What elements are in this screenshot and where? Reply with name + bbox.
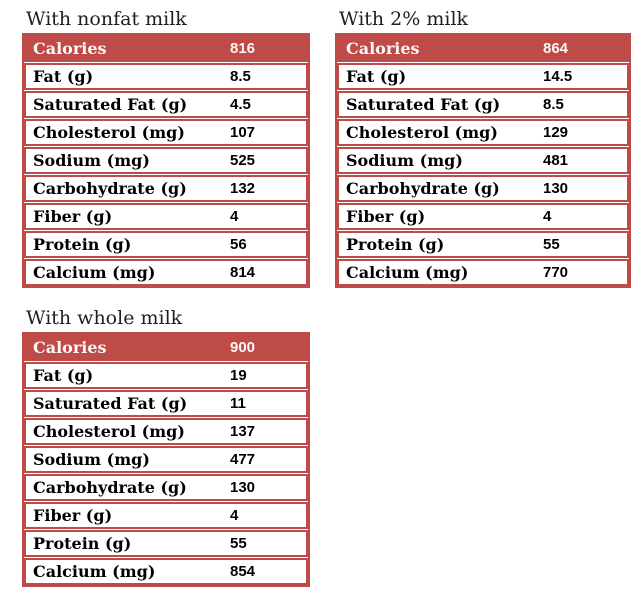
row-value: 14.5 xyxy=(543,68,573,85)
table-row: Carbohydrate (g) 130 xyxy=(24,474,308,501)
row-label: Sodium (mg) xyxy=(33,450,150,469)
row-label: Carbohydrate (g) xyxy=(33,179,187,198)
header-label: Calories xyxy=(346,39,420,58)
table-row: Calcium (mg) 770 xyxy=(337,259,629,286)
table-header-row: Calories 816 xyxy=(24,35,308,62)
table-row: Calcium (mg) 854 xyxy=(24,558,308,585)
row-value: 4 xyxy=(543,208,552,225)
row-value: 481 xyxy=(543,152,569,169)
row-value: 56 xyxy=(230,236,247,253)
table-row: Saturated Fat (g) 11 xyxy=(24,390,308,417)
table-title: With nonfat milk xyxy=(26,8,187,30)
row-label: Carbohydrate (g) xyxy=(346,179,500,198)
row-label: Protein (g) xyxy=(33,235,132,254)
table-header-row: Calories 864 xyxy=(337,35,629,62)
table-header-row: Calories 900 xyxy=(24,334,308,361)
row-value: 770 xyxy=(543,264,569,281)
table-row: Fiber (g) 4 xyxy=(24,502,308,529)
row-value: 55 xyxy=(543,236,560,253)
table-row: Sodium (mg) 525 xyxy=(24,147,308,174)
row-label: Protein (g) xyxy=(346,235,445,254)
nutrition-table: Calories 900 Fat (g) 19 Saturated Fat (g… xyxy=(22,332,310,587)
row-value: 4 xyxy=(230,208,239,225)
header-value: 864 xyxy=(543,40,569,57)
row-value: 11 xyxy=(230,395,246,412)
row-label: Carbohydrate (g) xyxy=(33,478,187,497)
row-label: Fat (g) xyxy=(33,67,94,86)
row-value: 130 xyxy=(230,479,256,496)
table-row: Carbohydrate (g) 132 xyxy=(24,175,308,202)
nutrition-table: Calories 816 Fat (g) 8.5 Saturated Fat (… xyxy=(22,33,310,288)
row-label: Fat (g) xyxy=(346,67,407,86)
row-label: Fat (g) xyxy=(33,366,94,385)
row-label: Cholesterol (mg) xyxy=(33,422,185,441)
table-row: Calcium (mg) 814 xyxy=(24,259,308,286)
row-label: Calcium (mg) xyxy=(346,263,469,282)
row-value: 814 xyxy=(230,264,256,281)
table-row: Cholesterol (mg) 107 xyxy=(24,119,308,146)
table-title: With 2% milk xyxy=(339,8,469,30)
nutrition-table: Calories 864 Fat (g) 14.5 Saturated Fat … xyxy=(335,33,631,288)
table-row: Sodium (mg) 481 xyxy=(337,147,629,174)
row-label: Sodium (mg) xyxy=(346,151,463,170)
row-label: Cholesterol (mg) xyxy=(33,123,185,142)
table-row: Fat (g) 19 xyxy=(24,362,308,389)
row-label: Cholesterol (mg) xyxy=(346,123,498,142)
row-value: 137 xyxy=(230,423,256,440)
nutrition-block-2-percent-milk: With 2% milk Calories 864 Fat (g) 14.5 S… xyxy=(335,8,631,288)
row-value: 525 xyxy=(230,152,256,169)
row-value: 854 xyxy=(230,563,256,580)
row-value: 4 xyxy=(230,507,239,524)
row-value: 129 xyxy=(543,124,569,141)
header-value: 900 xyxy=(230,339,256,356)
header-label: Calories xyxy=(33,39,107,58)
table-row: Cholesterol (mg) 129 xyxy=(337,119,629,146)
row-value: 19 xyxy=(230,367,247,384)
table-row: Fiber (g) 4 xyxy=(337,203,629,230)
row-label: Fiber (g) xyxy=(33,506,113,525)
table-row: Fat (g) 8.5 xyxy=(24,63,308,90)
table-row: Carbohydrate (g) 130 xyxy=(337,175,629,202)
row-value: 8.5 xyxy=(543,96,564,113)
table-row: Fiber (g) 4 xyxy=(24,203,308,230)
row-label: Saturated Fat (g) xyxy=(346,95,501,114)
row-value: 8.5 xyxy=(230,68,251,85)
row-value: 477 xyxy=(230,451,256,468)
row-value: 4.5 xyxy=(230,96,251,113)
table-row: Saturated Fat (g) 4.5 xyxy=(24,91,308,118)
table-row: Protein (g) 55 xyxy=(337,231,629,258)
row-value: 55 xyxy=(230,535,247,552)
table-row: Saturated Fat (g) 8.5 xyxy=(337,91,629,118)
table-title: With whole milk xyxy=(26,307,183,329)
row-value: 130 xyxy=(543,180,569,197)
table-row: Protein (g) 55 xyxy=(24,530,308,557)
row-label: Sodium (mg) xyxy=(33,151,150,170)
nutrition-block-whole-milk: With whole milk Calories 900 Fat (g) 19 … xyxy=(22,307,310,587)
header-value: 816 xyxy=(230,40,256,57)
row-label: Protein (g) xyxy=(33,534,132,553)
row-value: 132 xyxy=(230,180,256,197)
row-label: Fiber (g) xyxy=(346,207,426,226)
row-value: 107 xyxy=(230,124,256,141)
header-label: Calories xyxy=(33,338,107,357)
row-label: Fiber (g) xyxy=(33,207,113,226)
row-label: Saturated Fat (g) xyxy=(33,95,188,114)
table-row: Cholesterol (mg) 137 xyxy=(24,418,308,445)
table-row: Fat (g) 14.5 xyxy=(337,63,629,90)
row-label: Calcium (mg) xyxy=(33,263,156,282)
row-label: Calcium (mg) xyxy=(33,562,156,581)
table-row: Protein (g) 56 xyxy=(24,231,308,258)
table-row: Sodium (mg) 477 xyxy=(24,446,308,473)
nutrition-block-nonfat-milk: With nonfat milk Calories 816 Fat (g) 8.… xyxy=(22,8,310,288)
row-label: Saturated Fat (g) xyxy=(33,394,188,413)
